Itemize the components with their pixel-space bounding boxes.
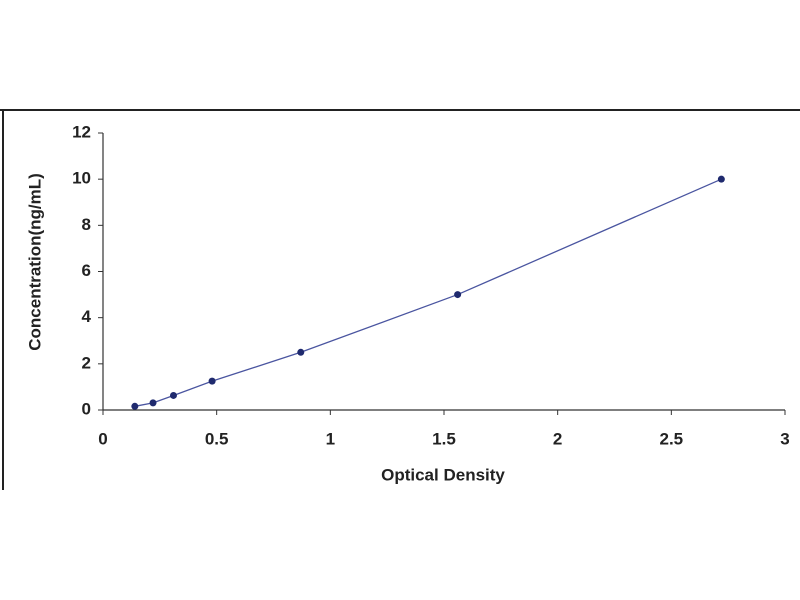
y-tick-label: 2 bbox=[82, 353, 91, 372]
x-tick-label: 2 bbox=[553, 429, 562, 448]
y-axis-label: Concentration(ng/mL) bbox=[25, 173, 44, 351]
x-tick-label: 0.5 bbox=[205, 429, 229, 448]
point bbox=[717, 175, 725, 183]
point bbox=[131, 402, 139, 410]
curve bbox=[134, 178, 722, 407]
x-tick-label: 0 bbox=[98, 429, 107, 448]
y-tick-label: 0 bbox=[82, 399, 91, 418]
y-tick-label: 12 bbox=[72, 122, 91, 141]
point bbox=[208, 377, 216, 385]
point bbox=[297, 348, 305, 356]
y-tick-label: 8 bbox=[82, 215, 91, 234]
point bbox=[454, 291, 462, 299]
point bbox=[169, 391, 177, 399]
x-axis-label: Optical Density bbox=[381, 465, 505, 484]
x-tick-label: 3 bbox=[780, 429, 789, 448]
y-tick-label: 6 bbox=[82, 261, 91, 280]
x-tick-label: 1 bbox=[326, 429, 335, 448]
y-tick-label: 4 bbox=[82, 307, 92, 326]
x-tick-label: 2.5 bbox=[660, 429, 684, 448]
point bbox=[149, 399, 157, 407]
x-tick-label: 1.5 bbox=[432, 429, 456, 448]
y-tick-label: 10 bbox=[72, 169, 91, 188]
